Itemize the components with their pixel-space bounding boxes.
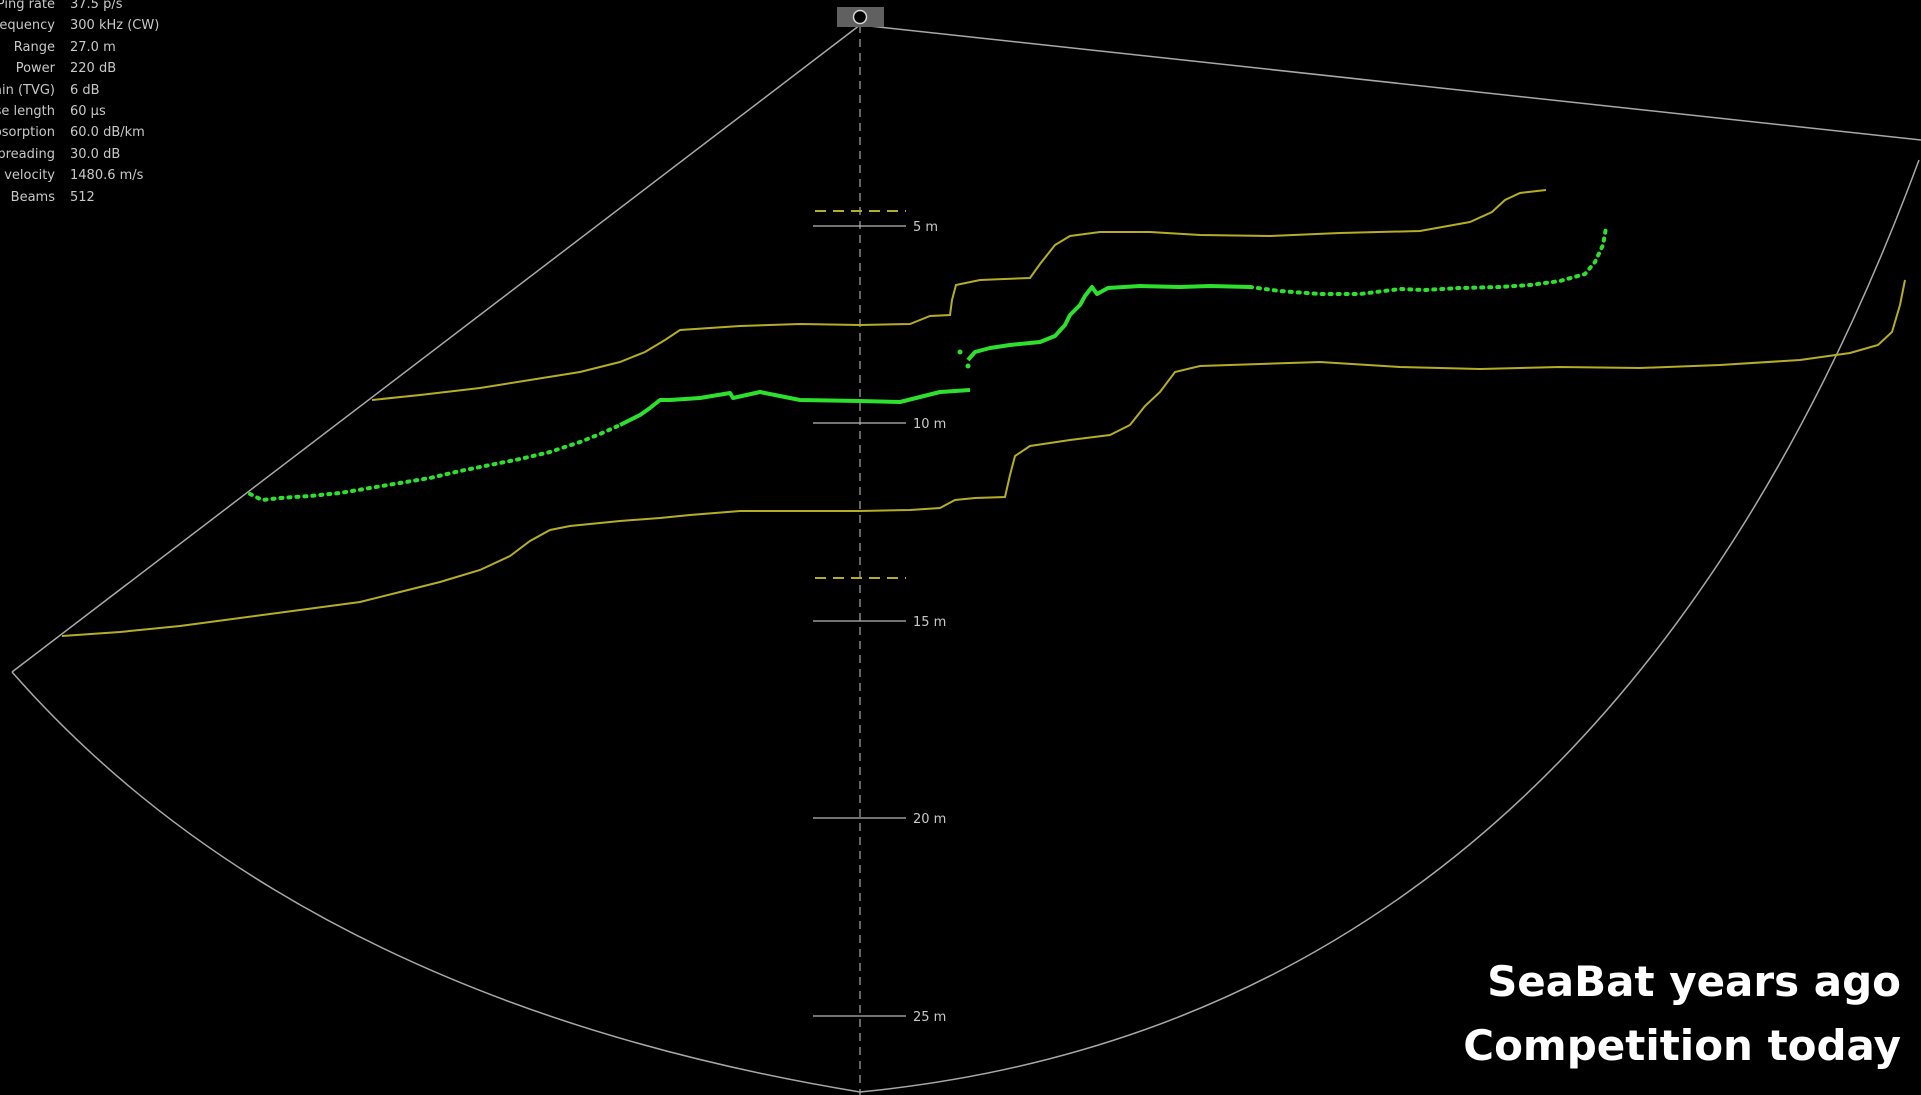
parameter-value: 60 µs xyxy=(70,103,106,119)
gate-lower-line xyxy=(61,279,1906,637)
parameter-value: 30.0 dB xyxy=(70,146,121,162)
parameter-label: Spreading xyxy=(0,146,55,162)
bottom-detection-point xyxy=(965,363,971,369)
parameter-label: Absorption xyxy=(0,125,55,141)
parameter-value: 27.0 m xyxy=(70,39,116,55)
fan-right-edge xyxy=(859,24,1921,141)
slide-caption: SeaBat years ago Competition today xyxy=(1463,950,1901,1078)
caption-line-1: SeaBat years ago xyxy=(1487,957,1901,1006)
parameter-value: 37.5 p/s xyxy=(70,0,123,12)
parameter-value: 1480.6 m/s xyxy=(70,168,144,184)
parameter-row: Pulse length 60 µs xyxy=(0,101,200,122)
bottom-detection-point xyxy=(957,349,963,355)
parameter-label: Beams xyxy=(10,189,55,205)
parameter-row: Absorption 60.0 dB/km xyxy=(0,122,200,143)
caption-line-2: Competition today xyxy=(1463,1021,1901,1070)
range-label: 10 m xyxy=(913,417,946,432)
parameter-value: 300 kHz (CW) xyxy=(70,18,160,34)
parameter-label: Ping rate xyxy=(0,0,55,12)
parameter-row: Spreading 30.0 dB xyxy=(0,144,200,165)
bottom-detection-right-segment xyxy=(966,284,1251,362)
bottom-detection-left-dotted xyxy=(248,423,622,503)
parameter-label: Frequency xyxy=(0,18,55,34)
parameter-row: Sound velocity 1480.6 m/s xyxy=(0,165,200,186)
parameter-label: Gain (TVG) xyxy=(0,82,55,98)
parameter-label: Range xyxy=(13,39,55,55)
range-label: 5 m xyxy=(913,220,938,235)
sonar-parameters-panel: Ping rate 37.5 p/s Frequency 300 kHz (CW… xyxy=(0,0,200,208)
parameter-value: 60.0 dB/km xyxy=(70,125,145,141)
bottom-detection-left-segment xyxy=(619,388,971,427)
parameter-value: 512 xyxy=(70,189,95,205)
parameter-label: Power xyxy=(15,61,55,77)
parameter-label: Sound velocity xyxy=(0,168,55,184)
parameter-row: Frequency 300 kHz (CW) xyxy=(0,15,200,36)
fan-left-edge xyxy=(11,24,861,673)
parameter-row: Ping rate 37.5 p/s xyxy=(0,0,200,15)
parameter-value: 220 dB xyxy=(70,61,117,77)
sonar-head-icon xyxy=(837,7,884,27)
range-label: 25 m xyxy=(913,1010,946,1025)
parameter-row: Power 220 dB xyxy=(0,58,200,79)
range-label: 15 m xyxy=(913,615,946,630)
parameter-value: 6 dB xyxy=(70,82,100,98)
parameter-row: Beams 512 xyxy=(0,187,200,208)
fan-arc xyxy=(11,159,1920,1093)
parameter-row: Gain (TVG) 6 dB xyxy=(0,80,200,101)
bottom-detection-right-dotted xyxy=(1248,226,1608,296)
range-label: 20 m xyxy=(913,812,946,827)
gate-upper-line xyxy=(371,189,1547,401)
parameter-row: Range 27.0 m xyxy=(0,37,200,58)
parameter-label: Pulse length xyxy=(0,103,55,119)
